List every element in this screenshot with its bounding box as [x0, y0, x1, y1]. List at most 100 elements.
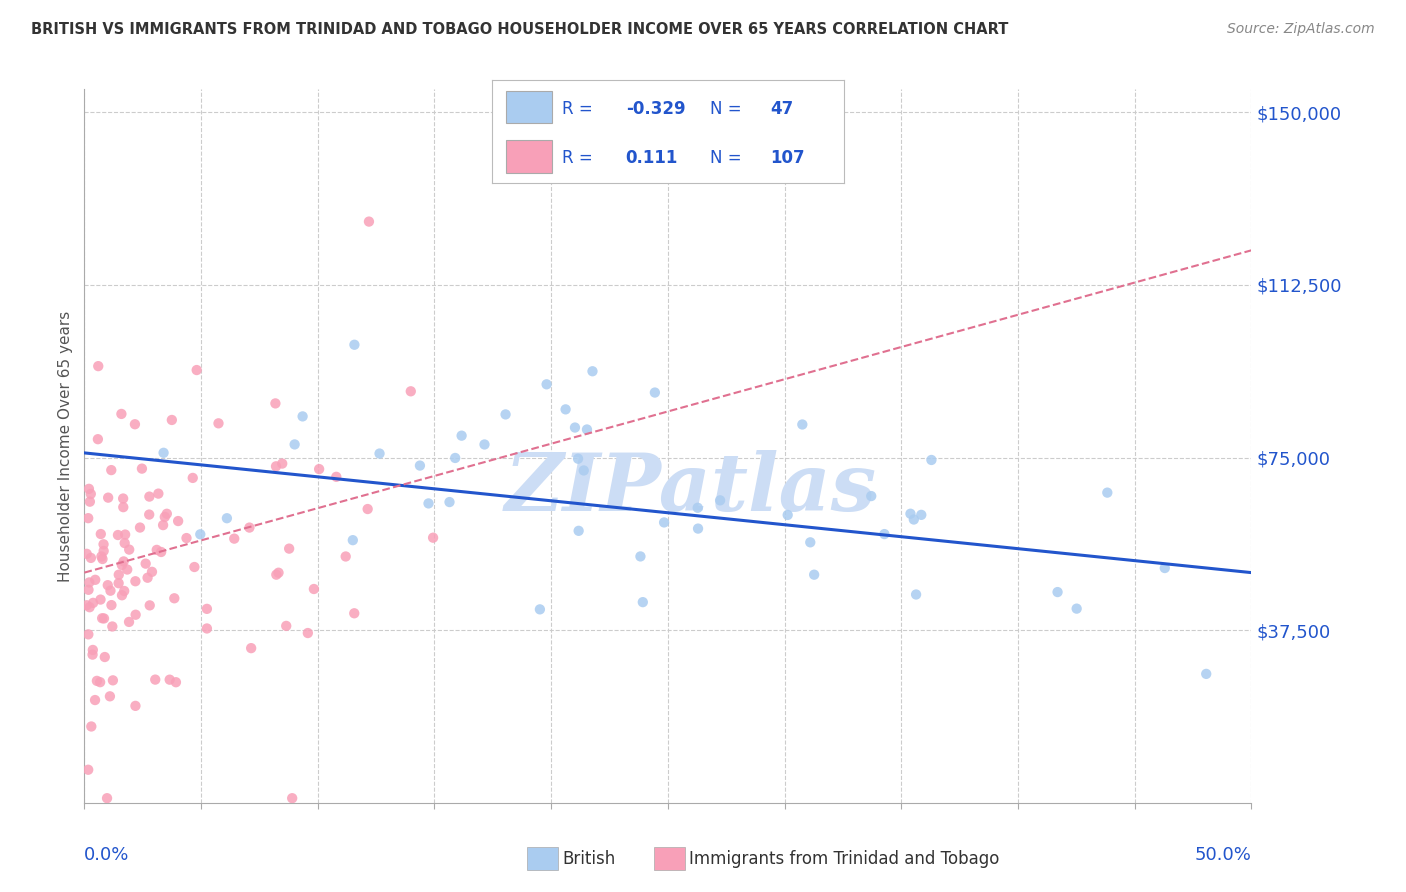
Point — [163, 591, 186, 606]
Point — [90, 527, 112, 541]
Point — [568, 524, 591, 538]
Text: 50.0%: 50.0% — [1195, 846, 1251, 863]
Point — [77, 575, 100, 590]
Y-axis label: Householder Income Over 65 years: Householder Income Over 65 years — [58, 310, 73, 582]
Point — [124, 698, 146, 713]
Point — [183, 560, 205, 574]
Point — [325, 470, 347, 484]
Point — [107, 567, 129, 582]
Point — [150, 545, 173, 559]
Point — [536, 377, 558, 392]
Point — [581, 364, 603, 378]
Point — [114, 536, 136, 550]
Point — [91, 552, 114, 566]
Point — [160, 413, 183, 427]
Point — [186, 363, 208, 377]
Point — [80, 719, 103, 733]
Point — [152, 446, 174, 460]
Point — [86, 673, 108, 688]
Text: 0.111: 0.111 — [626, 149, 678, 167]
Point — [628, 549, 651, 564]
Point — [84, 573, 107, 587]
Point — [207, 417, 229, 431]
Point — [474, 437, 496, 451]
Point — [803, 567, 825, 582]
Point — [422, 531, 444, 545]
Point — [799, 535, 821, 549]
FancyBboxPatch shape — [506, 140, 551, 173]
Point — [860, 489, 883, 503]
Point — [343, 607, 366, 621]
Text: BRITISH VS IMMIGRANTS FROM TRINIDAD AND TOBAGO HOUSEHOLDER INCOME OVER 65 YEARS : BRITISH VS IMMIGRANTS FROM TRINIDAD AND … — [31, 22, 1008, 37]
Point — [284, 437, 307, 451]
Point — [356, 502, 378, 516]
Point — [145, 542, 167, 557]
Point — [631, 595, 654, 609]
Point — [80, 550, 103, 565]
Point — [110, 407, 132, 421]
Point — [82, 643, 104, 657]
Point — [82, 596, 104, 610]
Point — [920, 453, 942, 467]
Point — [224, 532, 246, 546]
Text: N =: N = — [710, 100, 747, 118]
Text: R =: R = — [562, 100, 599, 118]
Point — [124, 574, 146, 589]
Point — [910, 508, 932, 522]
Point — [112, 491, 135, 506]
Point — [264, 459, 287, 474]
Point — [281, 791, 304, 805]
Text: 47: 47 — [770, 100, 793, 118]
Point — [195, 622, 218, 636]
Point — [89, 675, 111, 690]
Point — [709, 493, 731, 508]
Point — [124, 417, 146, 432]
Point — [271, 457, 294, 471]
Text: Immigrants from Trinidad and Tobago: Immigrants from Trinidad and Tobago — [689, 850, 1000, 868]
Point — [564, 420, 586, 434]
Point — [267, 566, 290, 580]
Point — [357, 214, 380, 228]
Point — [215, 511, 238, 525]
FancyBboxPatch shape — [506, 91, 551, 123]
Point — [87, 359, 110, 373]
Point — [82, 648, 104, 662]
Point — [156, 507, 179, 521]
Point — [792, 417, 814, 432]
Point — [111, 588, 134, 602]
Point — [450, 428, 472, 442]
Point — [399, 384, 422, 399]
Point — [97, 578, 120, 592]
Point — [84, 693, 107, 707]
Point — [152, 518, 174, 533]
Point — [100, 583, 122, 598]
Point — [308, 462, 330, 476]
Point — [138, 599, 160, 613]
Point — [903, 512, 925, 526]
Point — [93, 537, 115, 551]
Point — [264, 396, 287, 410]
Point — [238, 520, 260, 534]
Point — [1097, 485, 1119, 500]
Point — [91, 611, 114, 625]
Point — [124, 607, 146, 622]
Point — [873, 527, 896, 541]
Point — [94, 650, 117, 665]
Point — [165, 675, 187, 690]
Point — [97, 491, 120, 505]
Point — [686, 500, 709, 515]
Point — [114, 527, 136, 541]
Text: ZIPatlas: ZIPatlas — [505, 450, 877, 527]
Point — [167, 514, 190, 528]
Point — [776, 508, 799, 522]
Point — [686, 522, 709, 536]
Point — [101, 673, 124, 688]
Point — [111, 558, 134, 572]
Point — [77, 482, 100, 496]
Point — [87, 432, 110, 446]
Point — [129, 520, 152, 534]
Point — [112, 554, 135, 568]
Point — [409, 458, 432, 473]
Point — [80, 487, 103, 501]
Point — [107, 576, 129, 591]
